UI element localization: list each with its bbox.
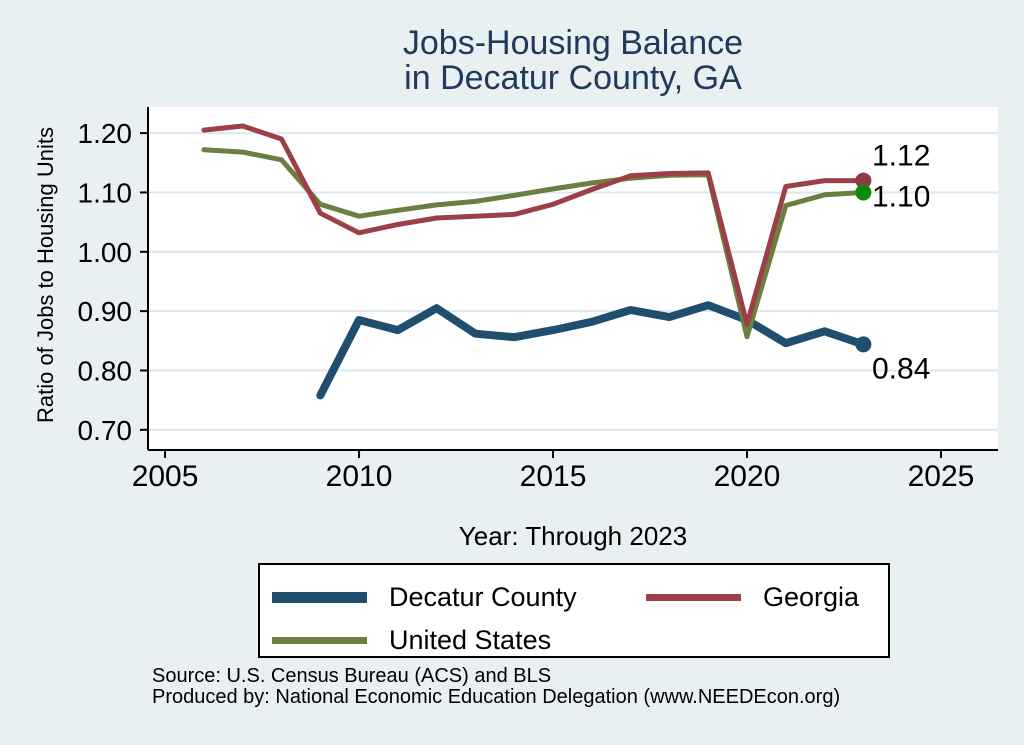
y-tick-label: 1.20 [78, 118, 133, 149]
legend-swatch-united-states [272, 636, 367, 644]
legend-swatch-georgia [646, 593, 741, 601]
x-tick-label: 2010 [326, 460, 393, 493]
legend-label-united-states: United States [389, 624, 552, 655]
legend-swatch-decatur-county [272, 591, 367, 603]
footer: Source: U.S. Census Bureau (ACS) and BLS… [152, 666, 840, 708]
series-line-decatur-county [316, 301, 868, 400]
end-label-decatur-county: 0.84 [872, 352, 930, 385]
legend-item-decatur-county: Decatur County [272, 581, 577, 613]
series-line-georgia [201, 123, 866, 327]
y-tick-label: 0.70 [78, 415, 133, 446]
source-line: Source: U.S. Census Bureau (ACS) and BLS [152, 665, 552, 687]
x-axis-label: Year: Through 2023 [458, 521, 688, 551]
chart-title: Jobs-Housing Balance in Decatur County, … [148, 26, 998, 96]
chart-title-line2: in Decatur County, GA [404, 59, 742, 97]
end-marker-decatur-county [855, 336, 872, 353]
chart-title-line1: Jobs-Housing Balance [402, 24, 744, 62]
legend-item-georgia: Georgia [646, 581, 859, 613]
plot-background [148, 107, 998, 450]
plot-area: 0.70 0.80 0.90 1.00 1.10 1.20 2005 2010 2015 2020… [78, 107, 998, 493]
y-tick-label: 1.10 [78, 177, 133, 208]
legend: Decatur County Georgia United States [258, 563, 890, 658]
legend-label-georgia: Georgia [763, 581, 860, 612]
y-tick-label: 1.00 [78, 237, 133, 268]
x-tick-label: 2015 [520, 460, 587, 493]
y-tick-label: 0.90 [78, 296, 133, 327]
end-marker-georgia [855, 172, 872, 189]
x-tick-label: 2020 [714, 460, 781, 493]
legend-item-united-states: United States [272, 624, 551, 656]
legend-label-decatur-county: Decatur County [389, 581, 577, 612]
produced-by-line: Produced by: National Economic Education… [152, 686, 841, 708]
y-tick-label: 0.80 [78, 355, 133, 386]
x-tick-label: 2005 [132, 460, 199, 493]
end-label-united-states: 1.10 [872, 180, 930, 213]
end-label-georgia: 1.12 [872, 140, 930, 173]
x-tick-label: 2025 [908, 460, 975, 493]
end-marker-united-states [855, 184, 872, 201]
